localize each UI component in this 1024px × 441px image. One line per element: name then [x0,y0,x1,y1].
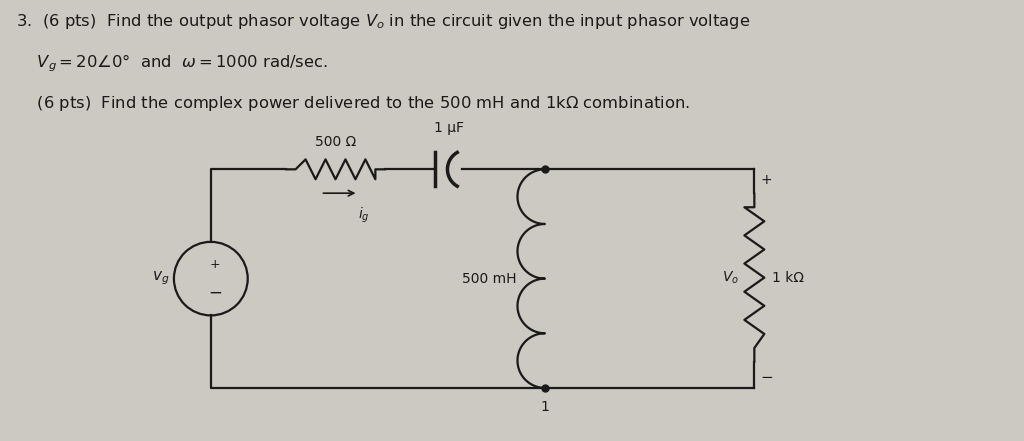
Text: $v_g$: $v_g$ [153,270,170,288]
Text: −: − [760,370,773,385]
Text: $V_g = 20\angle 0°$  and  $\omega = 1000$ rad/sec.: $V_g = 20\angle 0°$ and $\omega = 1000$ … [16,52,329,74]
Text: 1: 1 [541,400,549,414]
Text: (6 pts)  Find the complex power delivered to the 500 mH and 1k$\Omega$ combinati: (6 pts) Find the complex power delivered… [16,94,690,113]
Text: +: + [761,173,772,187]
Text: $i_g$: $i_g$ [358,206,370,225]
Text: −: − [208,284,222,302]
Text: 500 Ω: 500 Ω [314,135,356,149]
Text: $V_o$: $V_o$ [722,269,739,286]
Text: 1 kΩ: 1 kΩ [772,271,804,284]
Text: 3.  (6 pts)  Find the output phasor voltage $V_o$ in the circuit given the input: 3. (6 pts) Find the output phasor voltag… [16,12,751,31]
Text: +: + [210,258,220,271]
Text: 1 μF: 1 μF [434,120,464,135]
Text: 500 mH: 500 mH [463,272,517,286]
